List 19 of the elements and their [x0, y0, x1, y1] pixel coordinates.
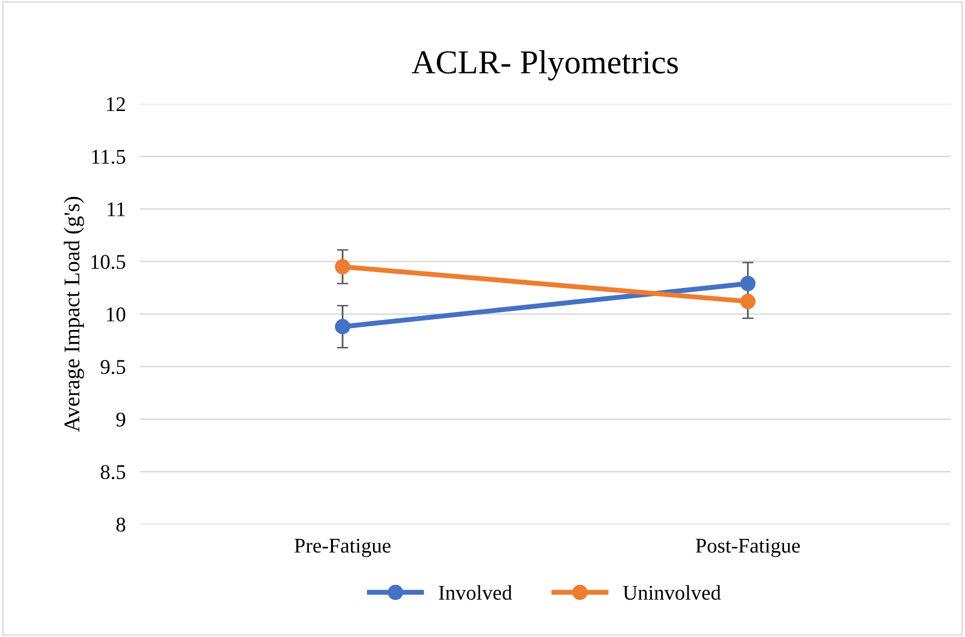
- point: [334, 319, 350, 334]
- x-tick-label: Post-Fatigue: [696, 538, 800, 558]
- chart-title: ACLR- Plyometrics: [412, 50, 678, 80]
- y-tick-label: 10: [107, 307, 126, 322]
- legend-label: Uninvolved: [623, 585, 721, 600]
- y-tick-label: 12: [107, 97, 125, 112]
- x-tick-label: Pre-Fatigue: [294, 538, 390, 558]
- y-tick-label: 10.5: [91, 254, 126, 270]
- y-tick-label: 9: [116, 412, 126, 427]
- y-tick-label: 11.5: [92, 150, 126, 164]
- point: [740, 276, 756, 292]
- y-tick-label: 8: [116, 518, 126, 532]
- legend-label: Involved: [438, 585, 512, 600]
- y-tick-label: 9.5: [100, 360, 126, 374]
- y-tick-label: 11: [108, 202, 125, 216]
- point: [334, 259, 350, 274]
- y-tick-label: 8.5: [100, 465, 126, 480]
- point: [740, 294, 756, 310]
- y-axis-title: Average Impact Load (g's): [64, 196, 84, 432]
